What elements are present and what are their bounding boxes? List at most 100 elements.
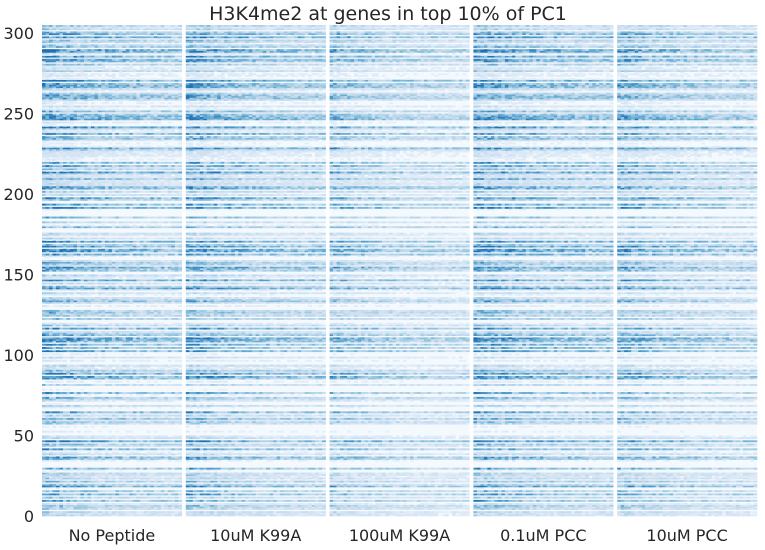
heatmap-cell	[174, 480, 179, 483]
heatmap-cell	[87, 243, 92, 246]
heatmap-cell	[118, 311, 123, 314]
heatmap-cell	[52, 348, 57, 351]
heatmap-cell	[45, 478, 50, 481]
heatmap-cell	[90, 190, 95, 193]
heatmap-cell	[111, 448, 116, 451]
heatmap-cell	[52, 448, 57, 451]
heatmap-cell	[42, 297, 46, 299]
heatmap-cell	[111, 422, 116, 425]
heatmap-cell	[125, 459, 130, 462]
heatmap-cell	[97, 514, 102, 517]
heatmap-cell	[122, 194, 127, 196]
heatmap-cell	[146, 216, 151, 219]
heatmap-cell	[62, 480, 67, 483]
heatmap-cell	[76, 469, 81, 472]
heatmap-cell	[59, 224, 64, 227]
heatmap-cell	[111, 443, 116, 446]
heatmap-cell	[48, 243, 53, 246]
heatmap-cell	[118, 396, 123, 399]
heatmap-cell	[104, 356, 109, 359]
heatmap-cell	[52, 451, 57, 454]
heatmap-cell	[160, 311, 165, 314]
heatmap-cell	[118, 512, 123, 515]
heatmap-cell	[48, 467, 53, 470]
heatmap-cell	[94, 277, 99, 280]
heatmap-cell	[66, 237, 71, 240]
heatmap-cell	[94, 243, 99, 246]
heatmap-cell	[139, 485, 144, 488]
heatmap-cell	[42, 203, 46, 206]
heatmap-cell	[55, 507, 60, 510]
heatmap-cell	[94, 393, 99, 396]
heatmap-cell	[174, 456, 179, 459]
heatmap-cell	[132, 493, 137, 496]
heatmap-cell	[52, 512, 57, 515]
heatmap-cell	[76, 279, 81, 282]
heatmap-cell	[174, 490, 179, 493]
heatmap-cell	[55, 350, 60, 353]
heatmap-cell	[80, 422, 85, 425]
heatmap-cell	[115, 506, 120, 509]
heatmap-cell	[52, 419, 57, 422]
heatmap-cell	[160, 364, 165, 367]
heatmap-cell	[73, 467, 78, 470]
heatmap-cell	[97, 324, 102, 327]
heatmap-cell	[94, 421, 99, 423]
heatmap-cell	[73, 364, 78, 367]
heatmap-cell	[174, 477, 179, 480]
heatmap-cell	[122, 478, 127, 481]
heatmap-cell	[66, 406, 71, 409]
heatmap-cell	[171, 243, 176, 246]
heatmap-cell	[167, 451, 172, 454]
heatmap-cell	[171, 221, 176, 224]
heatmap-cell	[139, 340, 144, 343]
heatmap-cell	[125, 504, 130, 507]
heatmap-cell	[178, 507, 183, 510]
heatmap-cell	[80, 309, 85, 312]
heatmap-cell	[167, 499, 172, 502]
heatmap-cell	[150, 194, 155, 196]
heatmap-cell	[129, 194, 134, 196]
heatmap-cell	[122, 330, 127, 333]
heatmap-cell	[143, 375, 148, 378]
heatmap-cell	[76, 309, 81, 312]
heatmap-cell	[132, 330, 137, 333]
heatmap-cell	[87, 285, 92, 288]
heatmap-cell	[101, 414, 106, 417]
heatmap-cell	[55, 369, 60, 372]
heatmap-cell	[83, 483, 88, 486]
heatmap-cell	[69, 380, 74, 383]
heatmap-cell	[111, 274, 116, 277]
heatmap-cell	[132, 338, 137, 341]
heatmap-cell	[153, 346, 158, 349]
heatmap-cell	[97, 334, 102, 336]
heatmap-cell	[178, 366, 183, 369]
heatmap-cell	[62, 337, 67, 340]
heatmap-cell	[62, 346, 67, 349]
heatmap-cell	[104, 411, 109, 414]
heatmap-cell	[171, 383, 176, 386]
heatmap-cell	[132, 197, 137, 200]
heatmap-cell	[90, 417, 95, 420]
heatmap-cell	[115, 393, 120, 396]
heatmap-cell	[52, 414, 57, 417]
heatmap-cell	[115, 266, 120, 269]
heatmap-cell	[150, 226, 155, 229]
heatmap-cell	[125, 392, 130, 394]
heatmap-cell	[139, 197, 144, 200]
heatmap-cell	[69, 404, 74, 407]
heatmap-cell	[171, 317, 176, 320]
heatmap-cell	[69, 422, 74, 425]
heatmap-cell	[167, 472, 172, 475]
heatmap-cell	[167, 453, 172, 456]
heatmap-cell	[69, 503, 74, 506]
heatmap-cell	[104, 338, 109, 341]
heatmap-cell	[42, 266, 46, 269]
heatmap-cell	[122, 260, 127, 262]
heatmap-cell	[178, 337, 183, 340]
heatmap-cell	[76, 496, 81, 499]
heatmap-cell	[178, 240, 183, 243]
heatmap-cell	[122, 467, 127, 470]
heatmap-cell	[178, 375, 183, 378]
heatmap-cell	[45, 322, 50, 325]
